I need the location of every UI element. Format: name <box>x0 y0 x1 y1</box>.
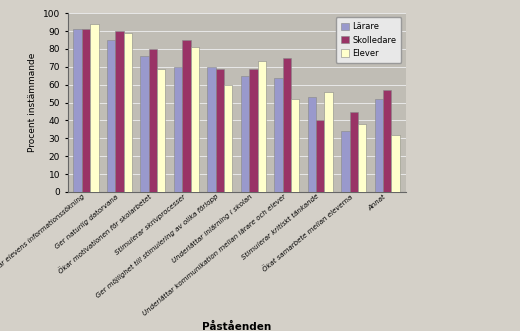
Bar <box>216 69 224 192</box>
Bar <box>257 62 266 192</box>
Bar <box>182 40 191 192</box>
Bar <box>341 131 349 192</box>
Bar <box>191 47 199 192</box>
Bar <box>82 29 90 192</box>
Bar <box>291 99 300 192</box>
Bar <box>316 120 324 192</box>
Bar <box>241 76 249 192</box>
Bar <box>274 77 282 192</box>
Bar <box>140 56 149 192</box>
Bar <box>282 58 291 192</box>
Bar <box>73 29 82 192</box>
Bar <box>224 85 232 192</box>
Bar <box>157 69 165 192</box>
Bar <box>349 112 358 192</box>
Bar <box>324 92 333 192</box>
Bar <box>174 67 182 192</box>
Bar <box>392 135 400 192</box>
Bar <box>249 69 257 192</box>
Bar <box>358 124 366 192</box>
X-axis label: Påståenden: Påståenden <box>202 322 271 331</box>
Y-axis label: Procent instämmande: Procent instämmande <box>28 53 37 152</box>
Bar <box>308 97 316 192</box>
Bar <box>383 90 392 192</box>
Legend: Lärare, Skolledare, Elever: Lärare, Skolledare, Elever <box>335 18 401 63</box>
Bar <box>90 24 99 192</box>
Bar <box>207 67 216 192</box>
Bar <box>115 31 124 192</box>
Bar <box>149 49 157 192</box>
Bar <box>124 33 132 192</box>
Bar <box>107 40 115 192</box>
Bar <box>374 99 383 192</box>
